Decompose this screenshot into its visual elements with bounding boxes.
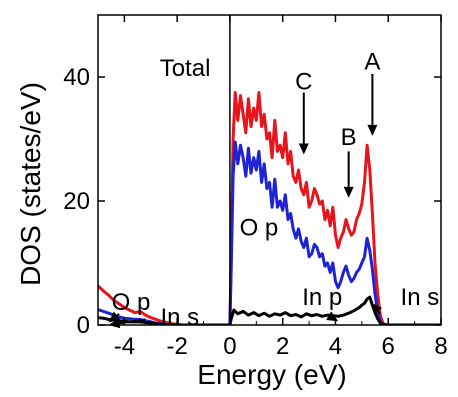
y-axis-title: DOS (states/eV)	[15, 82, 46, 286]
y-tick-label: 0	[77, 312, 90, 339]
x-tick-label: 2	[276, 333, 289, 360]
annotation-label: O p	[240, 215, 279, 242]
annotation-label: B	[341, 124, 357, 151]
plot-frame	[97, 14, 442, 326]
y-tick-label: 40	[63, 64, 90, 91]
x-tick-label: -4	[114, 333, 135, 360]
x-tick-label: 4	[329, 333, 342, 360]
annotation-label: In p	[302, 284, 342, 311]
annotation-label: A	[364, 49, 380, 76]
x-axis-title: Energy (eV)	[197, 359, 346, 390]
x-tick-label: 8	[434, 333, 447, 360]
arrow-b	[343, 151, 354, 198]
annotation-label: In s	[401, 284, 440, 311]
annotation-label: C	[295, 68, 312, 95]
arrow-c	[298, 92, 309, 155]
arrow-in-p	[326, 311, 339, 322]
arrow-in-s-left	[108, 318, 146, 329]
series-line-3	[98, 295, 441, 325]
arrow-a	[367, 73, 378, 136]
y-tick-label: 20	[63, 188, 90, 215]
x-tick-label: -2	[166, 333, 187, 360]
annotation-label: O p	[112, 289, 151, 316]
annotation-label: In s	[160, 304, 199, 331]
arrow-in-s-right	[371, 302, 382, 315]
x-tick-label: 0	[223, 333, 236, 360]
annotation-label: Total	[160, 55, 211, 82]
x-tick-label: 6	[382, 333, 395, 360]
